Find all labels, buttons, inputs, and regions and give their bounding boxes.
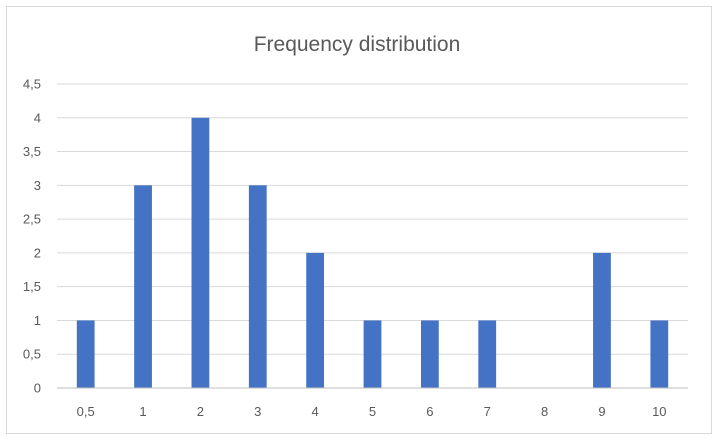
x-tick-label: 8 bbox=[541, 404, 548, 419]
x-tick-label: 2 bbox=[197, 404, 204, 419]
bar bbox=[306, 252, 325, 388]
bar bbox=[420, 320, 439, 388]
y-tick-label: 2 bbox=[34, 245, 41, 260]
x-tick-label: 10 bbox=[652, 404, 666, 419]
y-tick-label: 1 bbox=[34, 313, 41, 328]
bars bbox=[76, 117, 669, 389]
y-tick-label: 4 bbox=[34, 110, 41, 125]
x-tick-label: 9 bbox=[598, 404, 605, 419]
y-tick-label: 3 bbox=[34, 178, 41, 193]
bar bbox=[593, 252, 611, 388]
bar bbox=[76, 320, 95, 388]
y-tick-label: 0,5 bbox=[23, 347, 41, 362]
x-tick-label: 7 bbox=[484, 404, 491, 419]
gridlines bbox=[57, 83, 688, 355]
bar bbox=[134, 185, 152, 388]
x-tick-label: 5 bbox=[369, 404, 376, 419]
x-tick-label: 1 bbox=[139, 404, 146, 419]
bar bbox=[191, 117, 210, 389]
x-tick-label: 3 bbox=[254, 404, 261, 419]
bar bbox=[363, 320, 382, 388]
chart-title: Frequency distribution bbox=[254, 33, 461, 56]
y-tick-label: 2,5 bbox=[23, 212, 41, 227]
y-axis-ticks: 0 0,5 1 1,5 2 2,5 3 3,5 4 4,5 bbox=[23, 77, 41, 396]
x-tick-label: 4 bbox=[312, 404, 319, 419]
y-tick-label: 3,5 bbox=[23, 144, 41, 159]
bar bbox=[248, 185, 267, 388]
bar bbox=[478, 320, 497, 388]
y-tick-label: 0 bbox=[34, 381, 41, 396]
y-tick-label: 4,5 bbox=[23, 77, 41, 92]
bar bbox=[650, 320, 669, 388]
x-tick-label: 0,5 bbox=[77, 404, 95, 419]
y-tick-label: 1,5 bbox=[23, 279, 41, 294]
x-axis-ticks: 0,5 1 2 3 4 5 6 7 8 9 10 bbox=[77, 404, 667, 419]
x-tick-label: 6 bbox=[426, 404, 433, 419]
